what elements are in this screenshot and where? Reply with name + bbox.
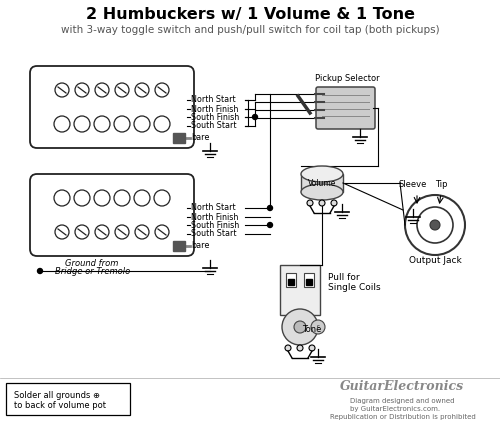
Circle shape (114, 190, 130, 206)
Circle shape (311, 320, 325, 334)
FancyBboxPatch shape (316, 87, 375, 129)
FancyBboxPatch shape (30, 174, 194, 256)
Circle shape (155, 225, 169, 239)
Circle shape (294, 321, 306, 333)
Bar (280, 265, 320, 315)
Text: South Start: South Start (191, 121, 236, 131)
Circle shape (54, 116, 70, 132)
Circle shape (155, 83, 169, 97)
Text: GuitarElectronics: GuitarElectronics (340, 380, 464, 393)
Text: with 3-way toggle switch and push/pull switch for coil tap (both pickups): with 3-way toggle switch and push/pull s… (60, 25, 440, 35)
Circle shape (95, 83, 109, 97)
Text: Solder all grounds ⊕: Solder all grounds ⊕ (14, 390, 100, 399)
Text: Output Jack: Output Jack (408, 256, 462, 265)
Text: Diagram designed and owned: Diagram designed and owned (350, 398, 455, 404)
Circle shape (114, 116, 130, 132)
Circle shape (154, 116, 170, 132)
Text: North Start: North Start (191, 203, 236, 212)
Circle shape (74, 190, 90, 206)
Circle shape (38, 269, 43, 274)
Text: North Start: North Start (191, 96, 236, 104)
FancyBboxPatch shape (30, 66, 194, 148)
Bar (173, 133, 185, 143)
Circle shape (135, 83, 149, 97)
Circle shape (95, 225, 109, 239)
Text: Tone: Tone (302, 324, 322, 333)
Circle shape (75, 83, 89, 97)
Circle shape (135, 225, 149, 239)
Bar (173, 241, 185, 251)
Circle shape (331, 200, 337, 206)
Circle shape (55, 83, 69, 97)
Text: to back of volume pot: to back of volume pot (14, 401, 106, 410)
Text: Pickup Selector: Pickup Selector (314, 74, 380, 83)
Circle shape (75, 225, 89, 239)
Bar (304, 273, 314, 287)
Text: Ground from: Ground from (65, 258, 118, 267)
Text: Republication or Distribution is prohibited: Republication or Distribution is prohibi… (330, 414, 476, 420)
Circle shape (154, 190, 170, 206)
Circle shape (268, 222, 272, 228)
Circle shape (134, 116, 150, 132)
Circle shape (285, 345, 291, 351)
Text: bare: bare (191, 134, 210, 143)
Circle shape (430, 220, 440, 230)
Circle shape (319, 200, 325, 206)
Text: Volume: Volume (308, 179, 336, 187)
Text: bare: bare (191, 242, 210, 250)
Text: North Finish: North Finish (191, 104, 238, 113)
Bar (286, 273, 296, 287)
Text: by GuitarElectronics.com.: by GuitarElectronics.com. (350, 406, 440, 412)
Circle shape (252, 115, 258, 120)
Text: 2 Humbuckers w/ 1 Volume & 1 Tone: 2 Humbuckers w/ 1 Volume & 1 Tone (86, 8, 414, 22)
Text: South Finish: South Finish (191, 113, 240, 121)
Circle shape (74, 116, 90, 132)
Circle shape (94, 190, 110, 206)
Circle shape (115, 225, 129, 239)
Text: South Finish: South Finish (191, 220, 240, 230)
Text: Pull for: Pull for (328, 272, 360, 281)
Circle shape (309, 345, 315, 351)
Circle shape (307, 200, 313, 206)
Bar (301, 174, 343, 192)
Text: Bridge or Tremolo: Bridge or Tremolo (55, 267, 130, 277)
Text: Single Coils: Single Coils (328, 283, 380, 291)
Bar (306, 279, 312, 285)
Circle shape (94, 116, 110, 132)
Ellipse shape (301, 184, 343, 200)
Circle shape (55, 225, 69, 239)
Circle shape (115, 83, 129, 97)
Text: Tip: Tip (435, 180, 448, 189)
Bar (288, 279, 294, 285)
Circle shape (282, 309, 318, 345)
Circle shape (268, 206, 272, 211)
Text: c: c (316, 324, 320, 330)
FancyBboxPatch shape (6, 383, 130, 415)
Circle shape (54, 190, 70, 206)
Circle shape (134, 190, 150, 206)
Circle shape (297, 345, 303, 351)
Circle shape (417, 207, 453, 243)
Ellipse shape (301, 166, 343, 182)
Text: South Start: South Start (191, 230, 236, 239)
Text: North Finish: North Finish (191, 212, 238, 222)
Text: Sleeve: Sleeve (399, 180, 427, 189)
Circle shape (405, 195, 465, 255)
